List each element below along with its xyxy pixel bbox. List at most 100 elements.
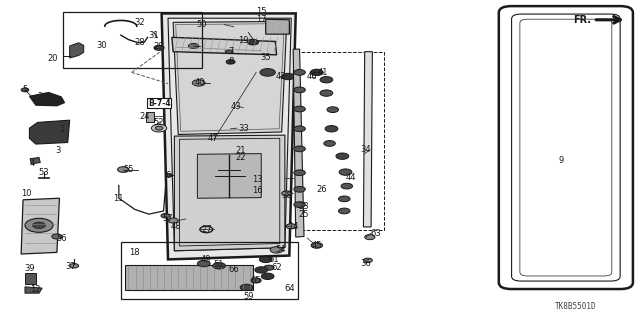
Text: 42: 42: [275, 72, 285, 81]
Circle shape: [154, 45, 164, 50]
Circle shape: [52, 234, 62, 239]
Text: 17: 17: [256, 15, 267, 24]
Polygon shape: [364, 52, 372, 227]
Text: 47: 47: [207, 134, 218, 143]
Circle shape: [25, 218, 53, 232]
Circle shape: [21, 88, 29, 92]
Text: 51: 51: [214, 260, 225, 269]
Circle shape: [33, 222, 45, 228]
Circle shape: [294, 202, 305, 207]
Text: TK8B5501D: TK8B5501D: [555, 302, 596, 311]
Circle shape: [327, 107, 339, 113]
Text: 13: 13: [252, 175, 263, 184]
Text: 2: 2: [38, 92, 43, 101]
Circle shape: [294, 126, 305, 132]
Text: 49: 49: [201, 255, 212, 264]
Text: 57: 57: [163, 214, 173, 223]
Circle shape: [161, 213, 170, 218]
Polygon shape: [21, 198, 60, 254]
Text: 62: 62: [271, 263, 282, 272]
Circle shape: [70, 264, 79, 268]
Polygon shape: [70, 43, 84, 58]
Text: 31: 31: [148, 31, 159, 40]
Text: 18: 18: [129, 248, 140, 257]
Circle shape: [339, 196, 350, 202]
Text: 21: 21: [235, 146, 245, 155]
Text: 52: 52: [154, 118, 164, 127]
Text: 40: 40: [195, 78, 205, 87]
Circle shape: [270, 247, 283, 253]
Text: 66: 66: [228, 265, 239, 275]
Text: 14: 14: [288, 222, 298, 231]
Bar: [63, 12, 202, 68]
Circle shape: [339, 208, 350, 214]
Text: 22: 22: [235, 153, 245, 162]
Text: 48: 48: [171, 222, 182, 231]
Text: 27: 27: [201, 225, 212, 234]
Text: 20: 20: [48, 53, 58, 62]
Text: 44: 44: [346, 173, 356, 182]
Text: 34: 34: [361, 145, 371, 154]
Text: 55: 55: [123, 165, 134, 174]
Polygon shape: [30, 157, 40, 164]
Text: 56: 56: [56, 234, 67, 243]
Text: 9: 9: [559, 156, 564, 164]
Text: 29: 29: [154, 42, 164, 52]
Polygon shape: [29, 92, 65, 106]
Text: 5: 5: [22, 85, 28, 94]
Circle shape: [336, 153, 349, 159]
Text: 54: 54: [275, 245, 285, 254]
Circle shape: [365, 235, 375, 240]
Text: 26: 26: [316, 185, 326, 194]
Polygon shape: [173, 21, 287, 134]
Text: 25: 25: [299, 210, 309, 219]
Circle shape: [118, 167, 129, 172]
Text: 38: 38: [282, 190, 292, 200]
Circle shape: [261, 273, 274, 279]
Circle shape: [294, 187, 305, 192]
Circle shape: [255, 267, 268, 273]
Text: 53: 53: [39, 168, 49, 177]
Circle shape: [294, 146, 305, 152]
Text: 19: 19: [238, 36, 248, 45]
Text: 30: 30: [96, 41, 107, 50]
Bar: [121, 242, 298, 299]
Circle shape: [251, 278, 261, 283]
Text: 16: 16: [252, 186, 263, 195]
Text: 7: 7: [228, 47, 234, 56]
Polygon shape: [293, 49, 304, 237]
Text: 41: 41: [318, 68, 328, 77]
Circle shape: [259, 256, 272, 263]
Text: 61: 61: [269, 255, 279, 264]
Circle shape: [240, 284, 253, 291]
Circle shape: [325, 125, 338, 132]
Text: 63: 63: [371, 229, 381, 238]
Text: 4: 4: [30, 159, 35, 168]
Circle shape: [226, 60, 235, 64]
Polygon shape: [147, 112, 154, 123]
Circle shape: [225, 50, 233, 53]
Text: 15: 15: [256, 7, 266, 16]
Text: 43: 43: [230, 102, 241, 111]
Text: 12: 12: [31, 285, 41, 294]
Polygon shape: [172, 37, 276, 55]
Text: 24: 24: [139, 112, 150, 121]
Circle shape: [324, 140, 335, 146]
Circle shape: [156, 126, 163, 130]
Text: 46: 46: [307, 72, 317, 81]
Bar: [296, 52, 384, 230]
Circle shape: [320, 76, 333, 83]
Text: 64: 64: [284, 284, 294, 292]
Circle shape: [310, 69, 323, 76]
Circle shape: [264, 265, 274, 270]
Circle shape: [320, 90, 333, 96]
Text: 6: 6: [165, 171, 171, 180]
Text: 10: 10: [21, 189, 31, 198]
Circle shape: [197, 260, 210, 267]
Circle shape: [247, 39, 259, 45]
Circle shape: [294, 87, 305, 93]
Text: 35: 35: [260, 53, 271, 62]
Circle shape: [294, 69, 305, 75]
Circle shape: [188, 44, 198, 49]
Circle shape: [260, 68, 275, 76]
